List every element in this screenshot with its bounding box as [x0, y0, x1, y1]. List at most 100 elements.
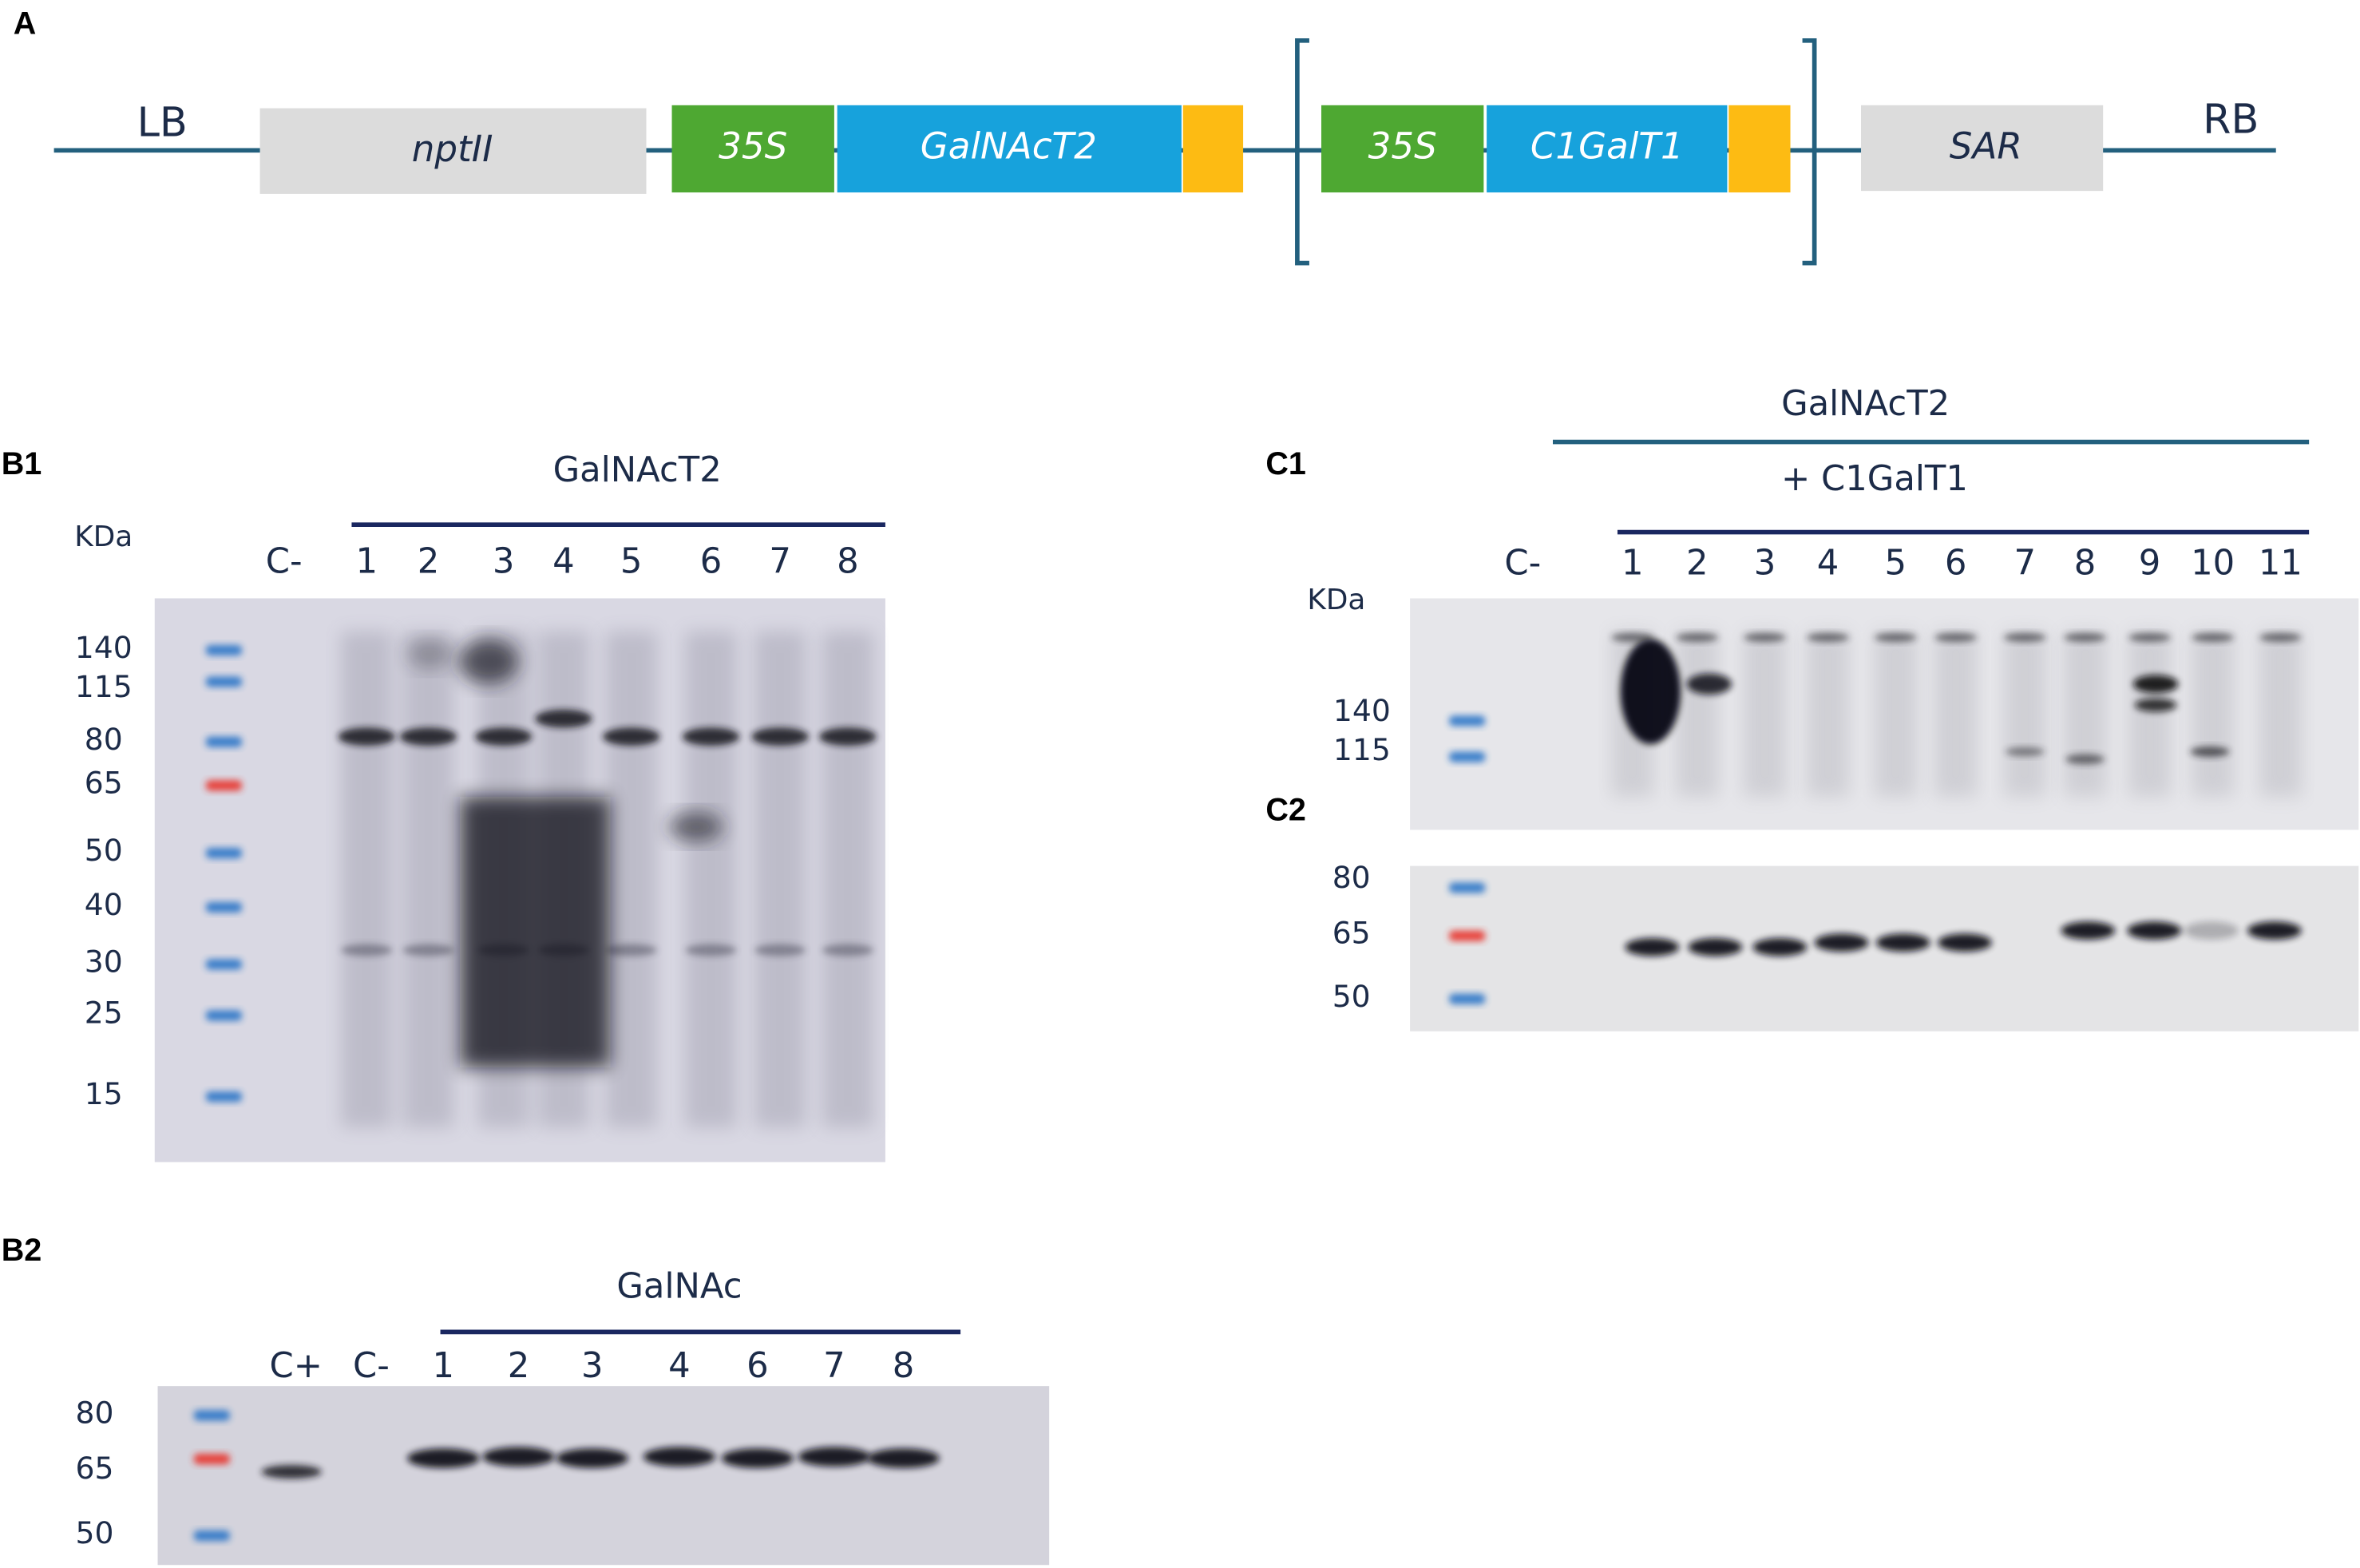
promoter-box — [1321, 105, 1484, 193]
band — [798, 1447, 871, 1467]
lane-smear — [1874, 631, 1917, 798]
gene-box — [837, 105, 1182, 193]
band — [2247, 921, 2302, 940]
marker-label: 15 — [85, 1076, 123, 1111]
band — [2061, 921, 2116, 940]
lane-label: 1 — [356, 542, 378, 582]
band — [2184, 921, 2239, 940]
construct — [53, 38, 2276, 266]
lane-label: 2 — [1686, 544, 1709, 584]
lane-label: 7 — [2014, 544, 2036, 584]
lane-label: C+ — [270, 1346, 323, 1386]
lane-smear — [2259, 631, 2302, 798]
group-label: GalNAc — [616, 1266, 742, 1306]
band — [751, 727, 809, 746]
marker-label: 65 — [85, 765, 123, 800]
marker-label: 140 — [1333, 693, 1391, 728]
ladder-band — [205, 736, 242, 747]
terminator-box — [1182, 105, 1244, 193]
lane-label: 1 — [433, 1346, 455, 1386]
bracket-right — [1802, 38, 1817, 266]
nptii-box — [259, 108, 647, 194]
band — [1934, 632, 1978, 643]
ladder-band — [205, 1010, 242, 1021]
lane-smear — [1744, 631, 1786, 798]
band — [2005, 746, 2045, 757]
unit-label: KDa — [1307, 584, 1365, 616]
band — [1807, 632, 1849, 643]
element-label: 35S — [1368, 125, 1437, 167]
band — [721, 1448, 794, 1468]
band — [535, 709, 592, 728]
band — [399, 727, 457, 746]
panel-label: C2 — [1265, 792, 1306, 827]
band — [261, 1465, 322, 1479]
marker-label: 65 — [75, 1451, 113, 1486]
lane-smear — [402, 631, 454, 1128]
ladder-band — [205, 644, 242, 656]
lane-label: C- — [1504, 544, 1541, 584]
lane-label: 3 — [493, 542, 515, 582]
lane-label: 1 — [1622, 544, 1644, 584]
band — [2065, 754, 2105, 765]
band — [2132, 675, 2179, 694]
marker-label: 80 — [85, 722, 123, 757]
lane-smear — [822, 631, 873, 1128]
element-label: 35S — [719, 125, 787, 167]
band — [2128, 632, 2171, 643]
lane-label: 3 — [581, 1346, 604, 1386]
marker-label: 80 — [1332, 860, 1371, 895]
band — [402, 944, 454, 956]
lane-label: 5 — [620, 542, 643, 582]
lane-label: C- — [266, 542, 303, 582]
lane-smear — [1807, 631, 1849, 798]
element-label: C1GalT1 — [1530, 125, 1684, 167]
ladder-band — [1449, 882, 1486, 893]
band — [822, 944, 873, 956]
ladder-band — [1449, 715, 1486, 727]
band — [407, 639, 453, 669]
band — [682, 727, 740, 746]
lane-label: 3 — [1754, 544, 1776, 584]
lane-label: 2 — [508, 1346, 530, 1386]
lane-smear — [1934, 631, 1978, 798]
ladder-band — [193, 1453, 230, 1465]
lane-label: 5 — [1885, 544, 1907, 584]
sar-box — [1861, 105, 2104, 192]
lane-label: 4 — [552, 542, 575, 582]
lane-label: 7 — [769, 542, 791, 582]
band — [1744, 632, 1786, 643]
band — [2134, 698, 2177, 712]
lane-smear — [754, 631, 806, 1128]
gene-box — [1487, 105, 1728, 193]
band — [482, 1447, 555, 1467]
band — [1611, 632, 1654, 643]
lane-smear — [2192, 631, 2235, 798]
lane-label: 8 — [893, 1346, 915, 1386]
lane-label: 9 — [2139, 544, 2161, 584]
lane-label: 8 — [2074, 544, 2097, 584]
border-label: RB — [2203, 96, 2259, 143]
marker-label: 50 — [1332, 979, 1371, 1014]
group-label: + C1GalT1 — [1781, 459, 1968, 499]
lane-label: 4 — [668, 1346, 691, 1386]
group-label: GalNAcT2 — [1781, 384, 1950, 424]
band — [605, 944, 657, 956]
marker-label: 50 — [75, 1515, 113, 1550]
lane-smear — [1676, 631, 1719, 798]
band — [1752, 938, 1808, 956]
band — [1625, 938, 1680, 956]
bracket-left — [1295, 38, 1309, 266]
ladder-band — [205, 780, 242, 791]
bands — [193, 631, 2302, 1542]
promoter-box — [671, 105, 834, 193]
panel-label: A — [14, 6, 37, 41]
panel-label: C1 — [1265, 446, 1306, 481]
lane-label: 4 — [1817, 544, 1839, 584]
band — [1814, 933, 1869, 952]
element-label: nptII — [412, 128, 493, 170]
marker-label: 40 — [85, 887, 123, 922]
band — [819, 727, 877, 746]
lane-label: 10 — [2191, 544, 2235, 584]
